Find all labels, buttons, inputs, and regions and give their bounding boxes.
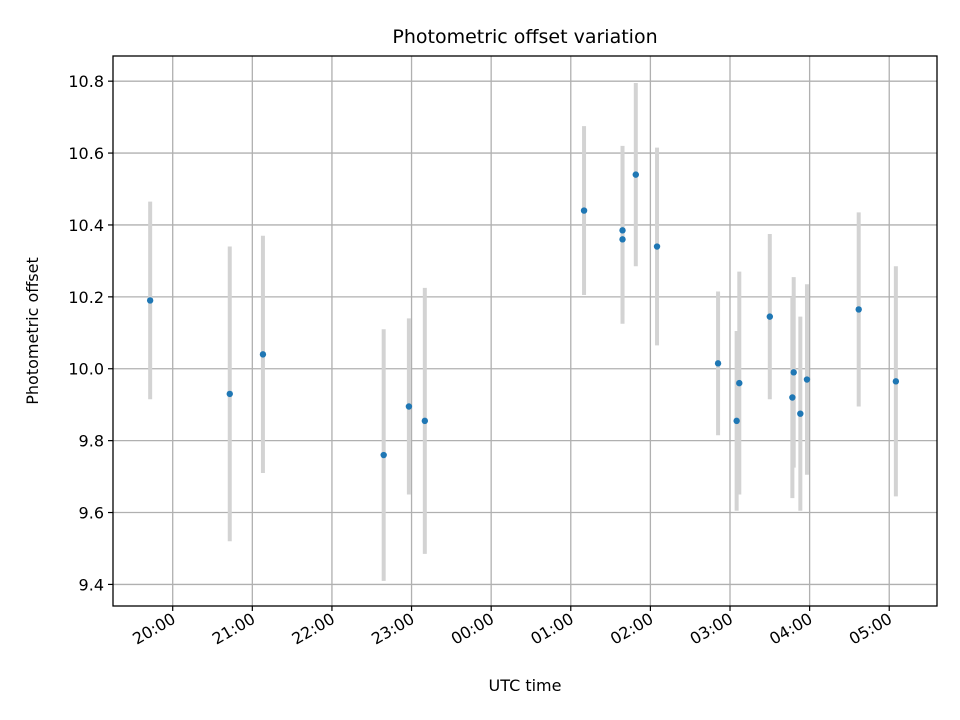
data-point (405, 403, 413, 410)
data-point (789, 394, 796, 401)
data-point (653, 243, 661, 250)
data-point (803, 376, 811, 383)
y-tick-label: 9.8 (79, 432, 104, 451)
data-point (790, 369, 797, 376)
data-point (226, 390, 233, 398)
chart-title: Photometric offset variation (392, 26, 657, 48)
y-axis-title: Photometric offset (23, 257, 42, 405)
y-tick-label: 10.0 (68, 360, 104, 379)
y-tick-label: 9.6 (79, 504, 104, 523)
data-point (380, 451, 387, 459)
data-point (580, 207, 588, 214)
data-point (736, 379, 743, 387)
data-point (632, 171, 639, 178)
plot-frame (112, 55, 938, 607)
data-point (892, 378, 900, 385)
data-point (714, 360, 722, 367)
y-tick-label: 10.2 (68, 288, 104, 307)
y-tick-label: 10.6 (68, 144, 104, 163)
y-tick-label: 9.4 (79, 575, 104, 594)
y-tick-label: 10.4 (68, 216, 104, 235)
data-point (733, 417, 740, 425)
data-point (421, 417, 429, 425)
data-point (259, 351, 267, 358)
x-axis-title: UTC time (489, 676, 562, 695)
data-point (766, 313, 774, 320)
y-tick-label: 10.8 (68, 72, 104, 91)
data-point (146, 297, 154, 304)
data-point (619, 236, 626, 243)
data-points (146, 171, 900, 459)
data-point (619, 227, 626, 234)
data-point (797, 410, 804, 417)
data-point (855, 306, 862, 313)
